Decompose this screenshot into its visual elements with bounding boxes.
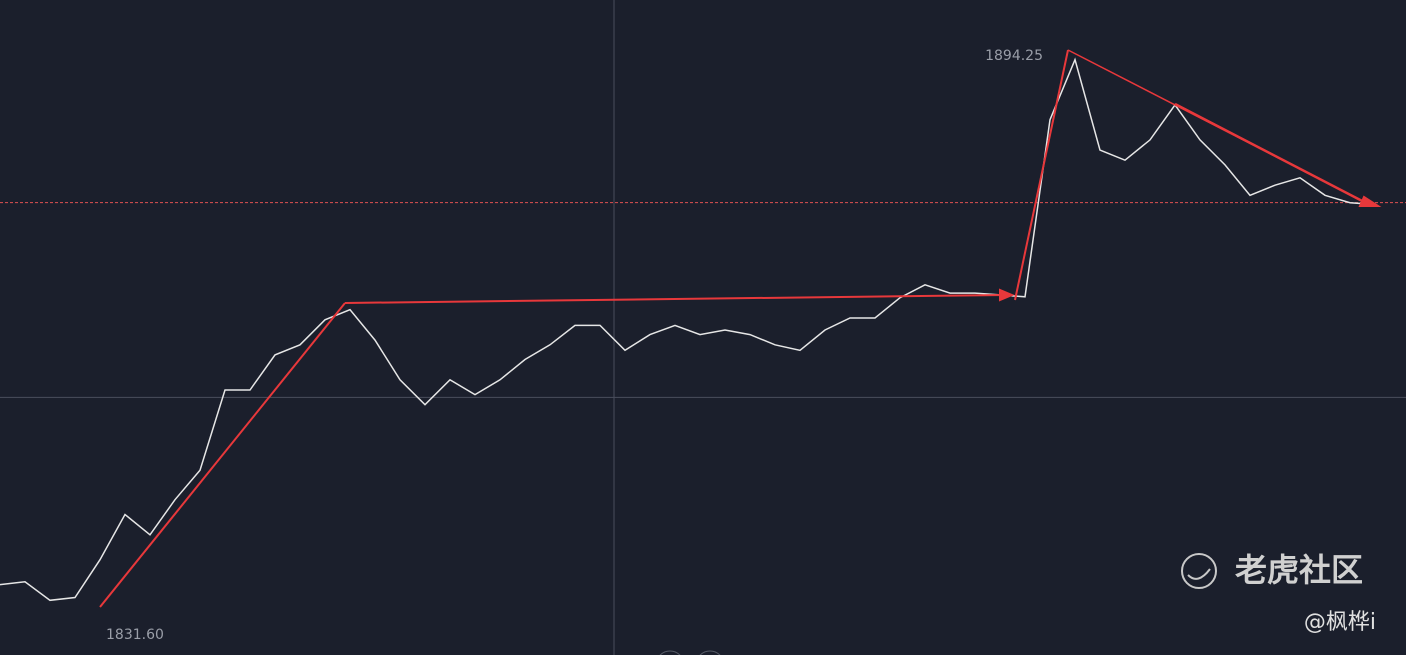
price-line [0, 57, 1376, 602]
trend-line [1014, 49, 1069, 301]
trend-line [1174, 102, 1369, 206]
trend-line [344, 294, 1006, 304]
logo-icon [1181, 553, 1217, 589]
logo-icon [1187, 568, 1211, 580]
trend-lines [99, 49, 1382, 608]
button[interactable] [656, 650, 684, 655]
high-label: 1894.25 [985, 48, 1043, 64]
trend-line [99, 302, 346, 608]
arrow-head [1358, 195, 1382, 207]
low-label: 1831.60 [106, 627, 164, 643]
author: @枫桦i [1304, 610, 1376, 635]
arrow-head [999, 288, 1015, 302]
watermark: 老虎社区 [1235, 551, 1363, 589]
button[interactable] [696, 650, 724, 655]
